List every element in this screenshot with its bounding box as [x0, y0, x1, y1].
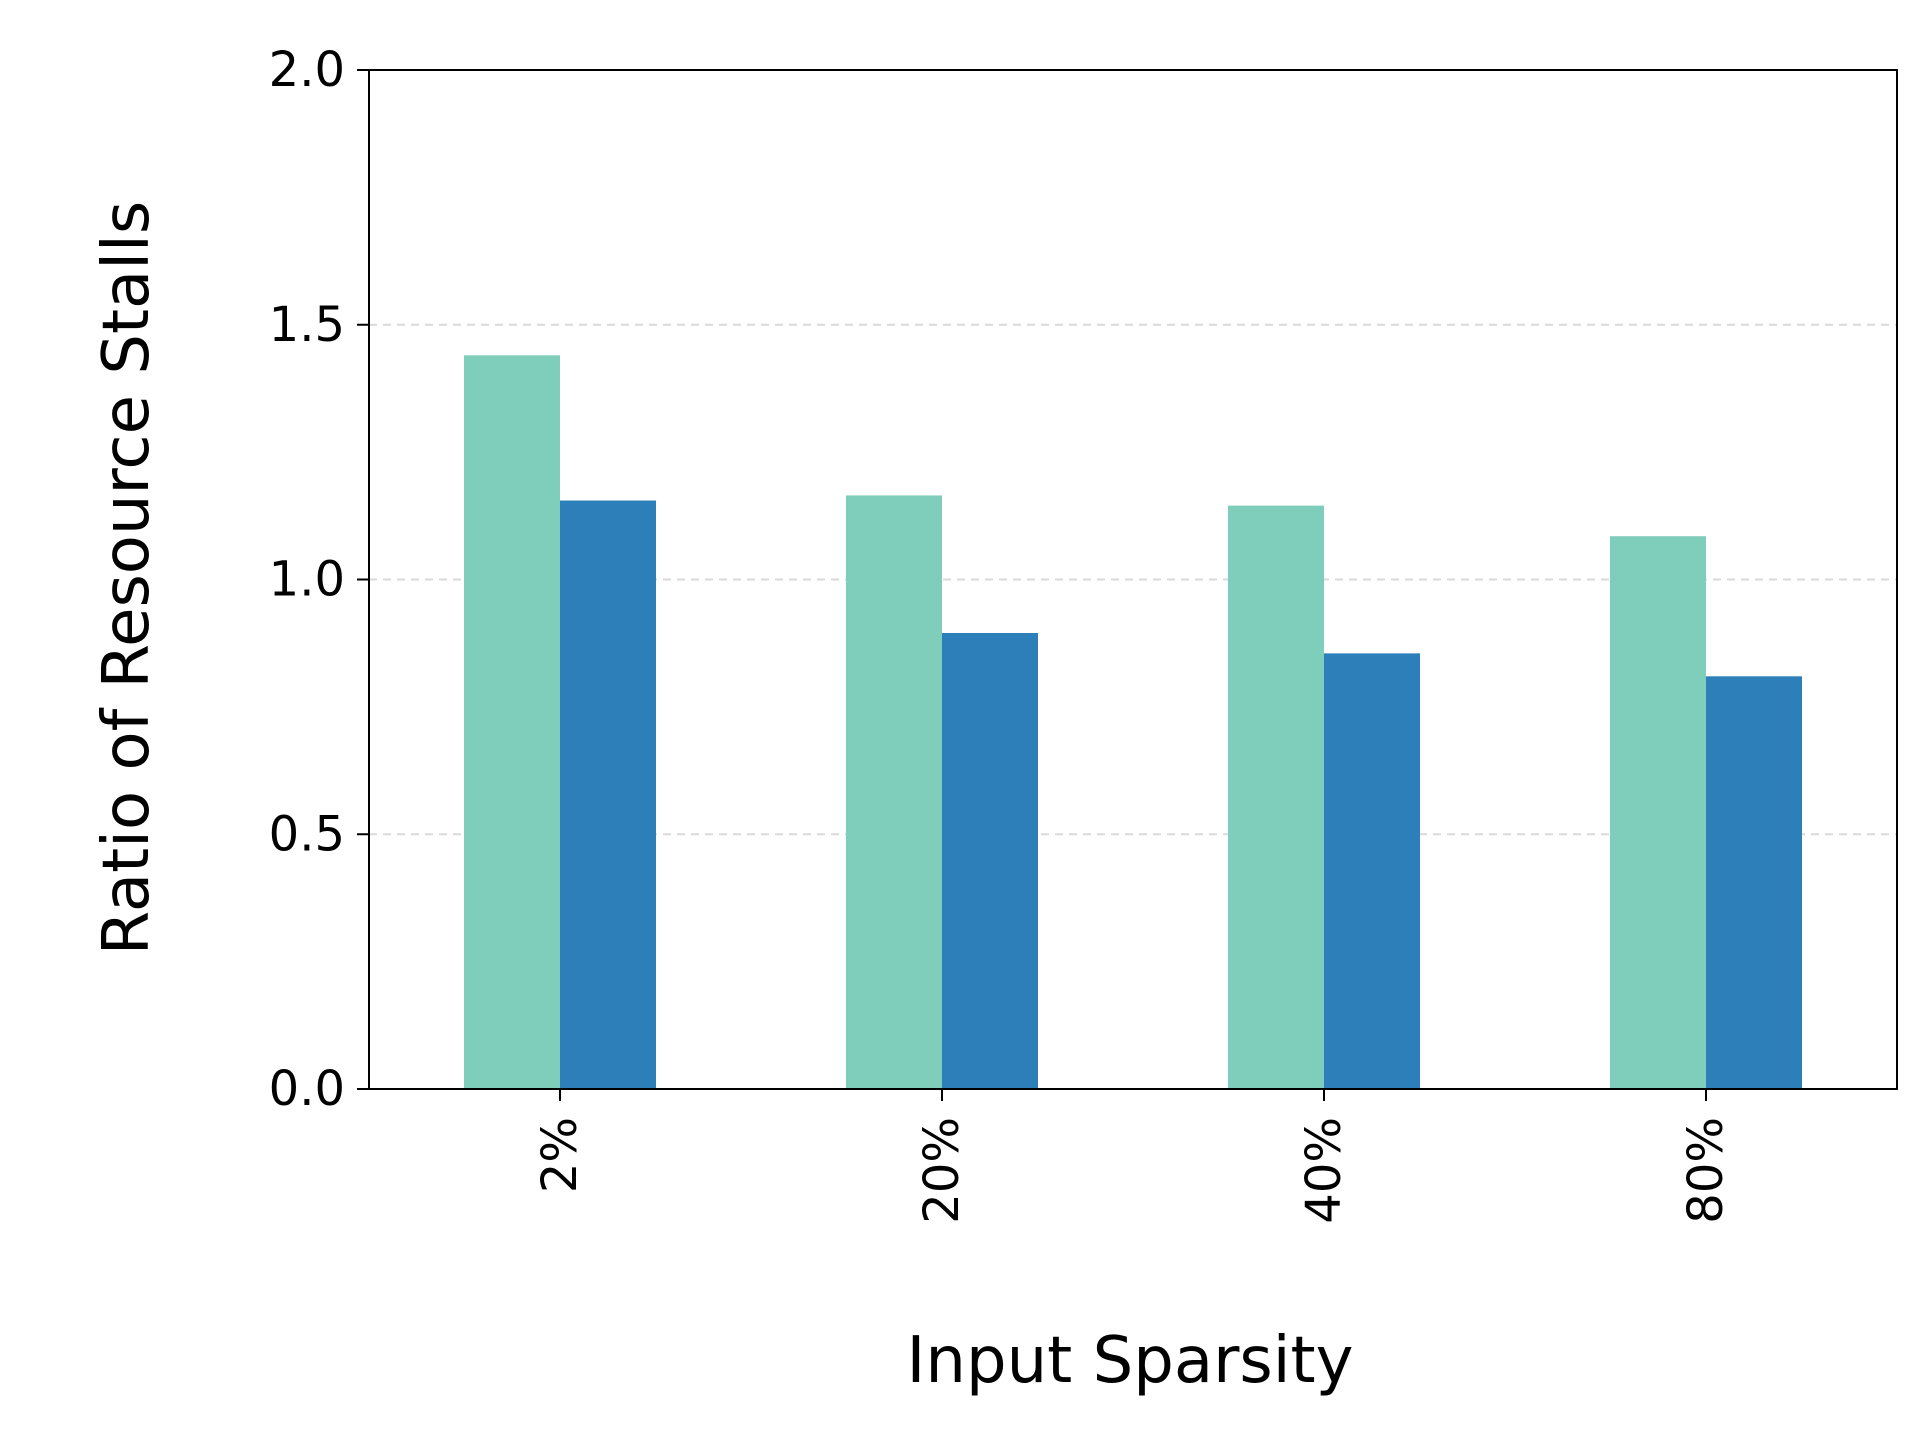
y-tick-label: 0.5 — [269, 806, 345, 862]
bar-40pct-series-2 — [1324, 653, 1420, 1089]
x-axis-label: Input Sparsity — [907, 1324, 1354, 1398]
x-ticks: 2% 20% 40% 80% — [532, 1089, 1734, 1224]
bar-80pct-series-1 — [1610, 536, 1706, 1089]
bar-80pct-series-2 — [1706, 676, 1802, 1089]
x-tick-label: 20% — [914, 1117, 970, 1224]
bar-2pct-series-1 — [464, 355, 560, 1089]
bar-20pct-series-2 — [942, 632, 1038, 1089]
y-tick-label: 0.0 — [269, 1061, 345, 1117]
y-tick-label: 1.0 — [269, 552, 345, 608]
y-tick-label: 1.5 — [269, 297, 345, 353]
bar-20pct-series-1 — [846, 495, 942, 1089]
x-tick-label: 40% — [1296, 1117, 1352, 1224]
x-tick-label: 80% — [1678, 1117, 1734, 1224]
bars — [464, 355, 1802, 1090]
y-tick-label: 2.0 — [269, 42, 345, 98]
bar-40pct-series-1 — [1228, 505, 1324, 1089]
y-axis-label: Ratio of Resource Stalls — [90, 201, 164, 955]
x-tick-label: 2% — [532, 1117, 588, 1193]
y-ticks: 0.0 0.5 1.0 1.5 2.0 — [269, 42, 369, 1117]
bar-2pct-series-2 — [560, 500, 656, 1090]
